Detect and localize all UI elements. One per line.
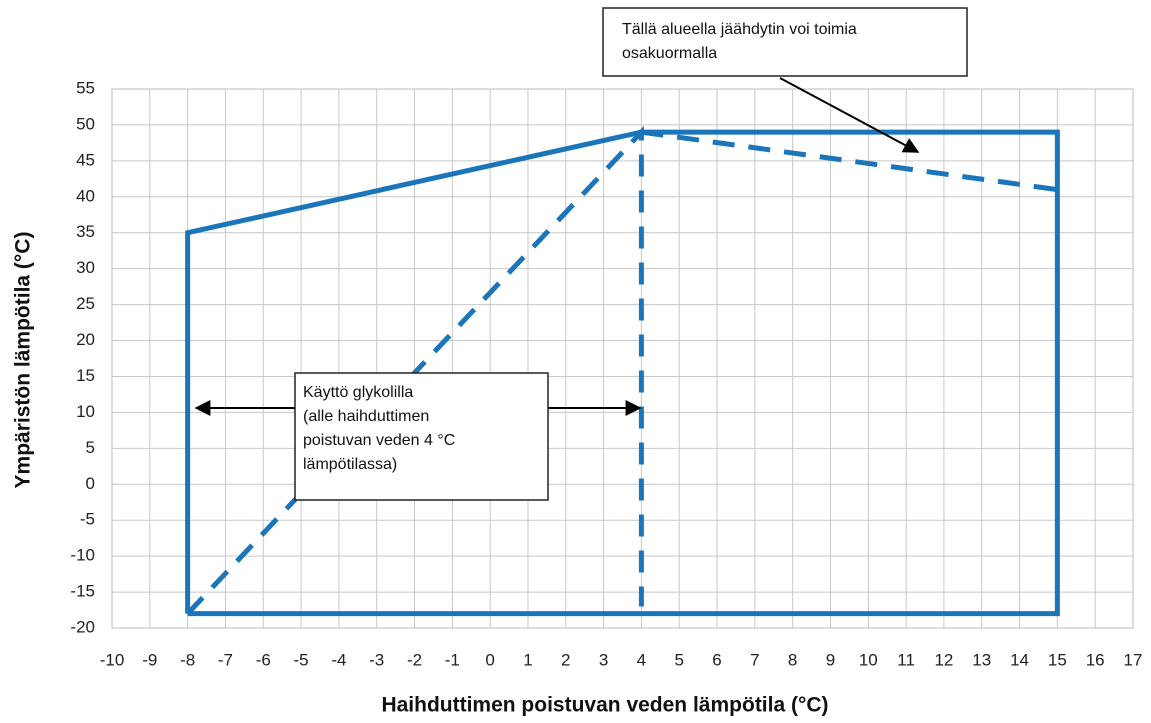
y-tick-label: 40: [76, 186, 95, 205]
x-tick-label: -4: [331, 650, 346, 669]
y-tick-label: 50: [76, 114, 95, 133]
annotation-text: (alle haihduttimen: [303, 408, 429, 425]
x-tick-label: -6: [256, 650, 271, 669]
x-tick-label: 2: [561, 650, 570, 669]
x-tick-label: 14: [1010, 650, 1029, 669]
x-tick-label: -7: [218, 650, 233, 669]
x-tick-label: -9: [142, 650, 157, 669]
y-tick-label: 35: [76, 222, 95, 241]
annotation-text: osakuormalla: [622, 45, 717, 62]
y-tick-label: 10: [76, 402, 95, 421]
y-tick-label: 0: [86, 474, 95, 493]
annotation-box: [294, 372, 549, 501]
x-tick-label: 5: [674, 650, 683, 669]
x-tick-label: 0: [485, 650, 494, 669]
x-tick-label: 1: [523, 650, 532, 669]
x-tick-label: 8: [788, 650, 797, 669]
plot-border: [111, 88, 1134, 629]
x-tick-label: 11: [897, 650, 915, 669]
y-tick-label: 30: [76, 258, 95, 277]
y-tick-label: -20: [70, 617, 95, 636]
x-tick-label: 7: [750, 650, 759, 669]
annotation-text: Käyttö glykolilla: [303, 384, 413, 401]
y-tick-label: 5: [86, 438, 95, 457]
x-tick-label: -3: [369, 650, 384, 669]
x-tick-label: 10: [859, 650, 878, 669]
x-tick-label: 6: [712, 650, 721, 669]
x-tick-label: -8: [180, 650, 195, 669]
y-tick-label: 55: [76, 78, 95, 97]
x-tick-label: 12: [934, 650, 953, 669]
annotation-text: lämpötilassa): [303, 456, 397, 473]
y-axis-title: Ympäristön lämpötila (°C): [12, 232, 35, 489]
annotation-arrow: [779, 77, 920, 153]
x-tick-label: -5: [294, 650, 309, 669]
y-tick-label: 15: [76, 366, 95, 385]
x-tick-label: 3: [599, 650, 608, 669]
envelope-line: [185, 129, 1060, 617]
x-tick-label: 15: [1048, 650, 1067, 669]
annotation-text: poistuvan veden 4 °C: [303, 432, 455, 449]
x-tick-label: -2: [407, 650, 422, 669]
annotation-box: [602, 7, 968, 77]
annotation-text: Tällä alueella jäähdytin voi toimia: [622, 21, 857, 38]
x-tick-label: 4: [637, 650, 646, 669]
x-tick-label: -1: [445, 650, 460, 669]
y-tick-label: 45: [76, 150, 95, 169]
x-tick-label: 13: [972, 650, 991, 669]
y-tick-label: -10: [70, 546, 95, 565]
x-tick-label: 9: [826, 650, 835, 669]
y-tick-label: 25: [76, 294, 95, 313]
x-tick-label: 16: [1086, 650, 1105, 669]
x-tick-label: 17: [1124, 650, 1143, 669]
x-axis-title: Haihduttimen poistuvan veden lämpötila (…: [381, 694, 828, 717]
y-tick-label: -15: [70, 582, 95, 601]
y-tick-label: 20: [76, 330, 95, 349]
y-tick-label: -5: [80, 510, 95, 529]
x-tick-label: -10: [100, 650, 125, 669]
